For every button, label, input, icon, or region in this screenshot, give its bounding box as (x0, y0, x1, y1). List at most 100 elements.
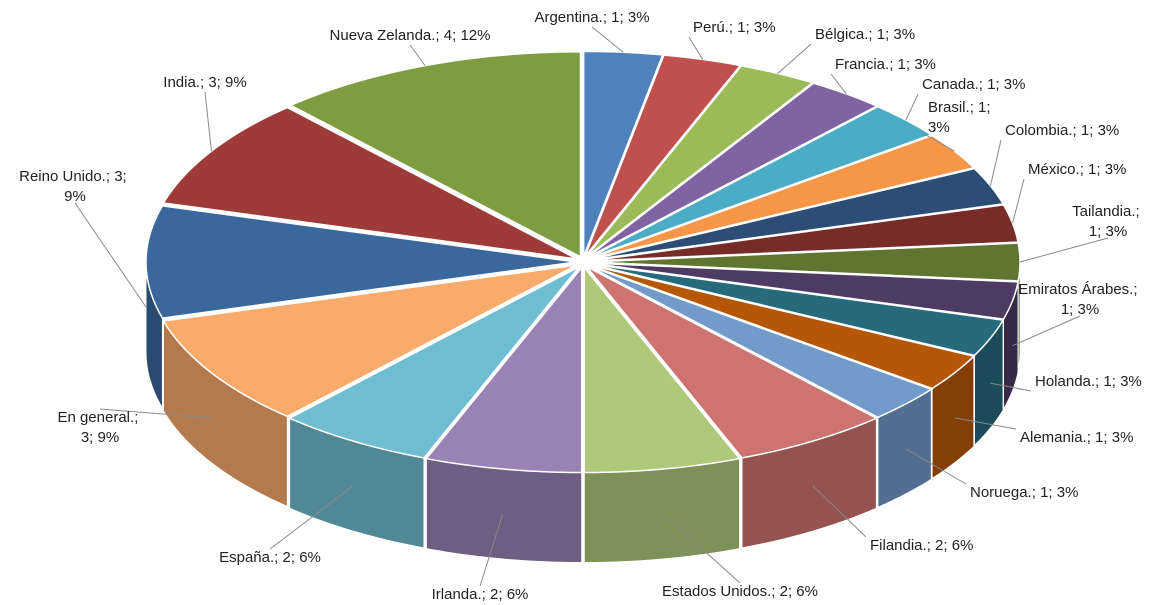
leader-line (990, 382, 1032, 392)
label-separator: ; (452, 27, 460, 44)
data-label: Tailandia.; 1; 3% (1072, 203, 1144, 240)
label-percent: 9% (225, 74, 247, 91)
slice (589, 167, 1005, 261)
leader-line (591, 26, 624, 53)
label-separator: ; (927, 537, 935, 554)
leader-line (990, 139, 1002, 187)
label-separator: ; (788, 583, 796, 600)
label-value: 1 (1088, 161, 1096, 178)
leader-line (409, 44, 426, 66)
label-separator: ; (1097, 223, 1105, 240)
label-value: 4 (444, 27, 452, 44)
labels: Argentina.; 1; 3%Perú.; 1; 3% Bélgica.; 1… (19, 9, 1144, 603)
label-value: 1 (898, 56, 906, 73)
label-separator: ; (435, 27, 443, 44)
label-separator: ; (620, 9, 628, 26)
label-percent: 3% (1078, 301, 1100, 318)
slice-side (583, 458, 741, 564)
label-separator: ; (291, 549, 299, 566)
label-separator: ; (217, 74, 225, 91)
label-value: 3 (81, 429, 89, 446)
label-value: 1 (877, 26, 885, 43)
label-percent: 3% (893, 26, 915, 43)
leader-line (954, 417, 1017, 430)
label-percent: 12% (460, 27, 490, 44)
label-separator: ; (106, 168, 114, 185)
label-separator: ; (89, 429, 97, 446)
data-label: Colombia.; 1; 3% (1005, 122, 1119, 139)
label-percent: 3% (1098, 122, 1120, 139)
label-category: Filandia. (870, 537, 927, 554)
slice (588, 264, 976, 390)
label-separator: ; (746, 19, 754, 36)
data-label: México.; 1; 3% (1028, 161, 1126, 178)
data-label: Reino Unido.; 3; 9% (19, 168, 131, 205)
leader-line (923, 133, 955, 152)
label-value: 1 (1089, 223, 1097, 240)
label-separator: ; (1080, 161, 1088, 178)
label-category: Francia. (835, 56, 889, 73)
label-percent: 3% (1106, 223, 1128, 240)
label-value: 1 (1103, 373, 1111, 390)
data-label: Francia.; 1; 3% (835, 56, 936, 73)
label-separator: ; (986, 99, 994, 116)
label-category: Brasil. (928, 99, 970, 116)
label-separator: ; (123, 168, 131, 185)
leader-line (905, 93, 919, 121)
label-separator: ; (1103, 429, 1111, 446)
label-category: Reino Unido. (19, 168, 106, 185)
label-percent: 6% (507, 586, 529, 603)
label-category: España. (219, 549, 274, 566)
label-separator: ; (995, 76, 1003, 93)
label-separator: ; (885, 26, 893, 43)
data-label: India.; 3; 9% (163, 74, 246, 91)
label-separator: ; (979, 76, 987, 93)
label-value: 2 (780, 583, 788, 600)
data-label: Canada.; 1; 3% (922, 76, 1025, 93)
data-label: Alemania.; 1; 3% (1020, 429, 1133, 446)
label-separator: ; (1069, 301, 1077, 318)
label-separator: ; (498, 586, 506, 603)
label-category: India. (163, 74, 200, 91)
label-separator: ; (906, 56, 914, 73)
label-category: Estados Unidos. (662, 583, 771, 600)
label-category: Alemania. (1020, 429, 1087, 446)
label-separator: ; (1089, 122, 1097, 139)
label-category: Perú. (693, 19, 729, 36)
label-value: 1 (1061, 301, 1069, 318)
data-label: Holanda.; 1; 3% (1035, 373, 1142, 390)
data-label: Nueva Zelanda.; 4; 12% (330, 27, 491, 44)
label-percent: 3% (1057, 484, 1079, 501)
leader-line (204, 91, 212, 152)
label-separator: ; (200, 74, 208, 91)
slice (145, 205, 577, 319)
label-category: Tailandia. (1072, 203, 1135, 220)
slice (162, 264, 578, 418)
label-value: 1 (737, 19, 745, 36)
label-percent: 9% (64, 188, 86, 205)
label-category: Canada. (922, 76, 979, 93)
slice (583, 265, 742, 474)
label-value: 2 (490, 586, 498, 603)
label-separator: ; (482, 586, 490, 603)
label-value: 1 (1081, 122, 1089, 139)
leader-line (74, 202, 147, 308)
label-category: Argentina. (534, 9, 602, 26)
leader-line (905, 448, 967, 485)
slice-side (425, 458, 583, 564)
leader-line (269, 485, 354, 550)
data-label: Estados Unidos.; 2; 6% (662, 583, 818, 600)
label-value: 1 (1095, 429, 1103, 446)
data-label: En general.; 3; 9% (57, 409, 142, 446)
label-separator: ; (970, 99, 978, 116)
leader-line (662, 513, 741, 584)
data-label: Argentina.; 1; 3% (534, 9, 649, 26)
label-percent: 6% (952, 537, 974, 554)
slice (584, 54, 742, 258)
label-category: En general. (57, 409, 134, 426)
label-value: 2 (935, 537, 943, 554)
leader-line (688, 36, 704, 60)
label-separator: ; (729, 19, 737, 36)
label-value: 2 (283, 549, 291, 566)
